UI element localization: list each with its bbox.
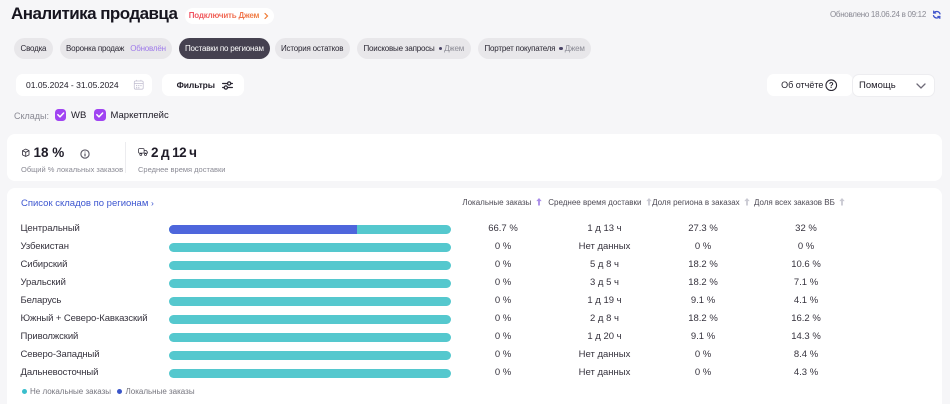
svg-text:?: ?: [829, 81, 834, 90]
